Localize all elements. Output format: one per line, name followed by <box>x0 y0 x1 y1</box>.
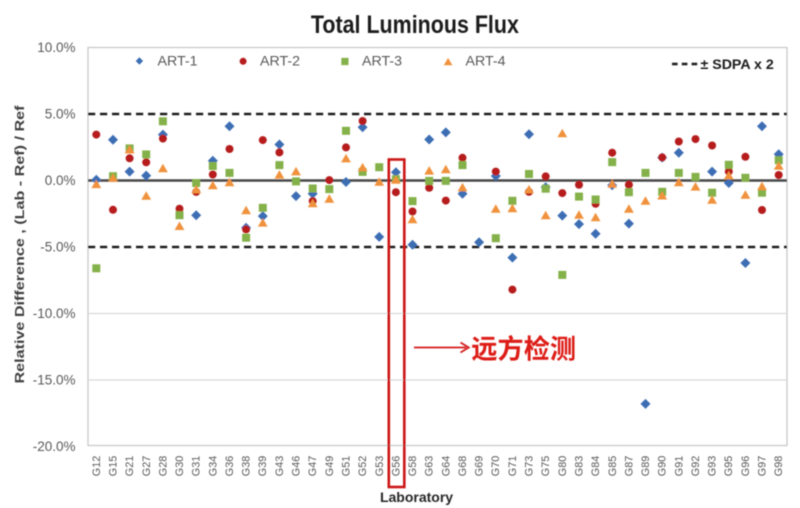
svg-text:G68: G68 <box>457 456 469 476</box>
svg-text:0.0%: 0.0% <box>45 173 76 188</box>
svg-text:G43: G43 <box>274 456 286 476</box>
svg-text:G56: G56 <box>390 456 402 476</box>
svg-text:G64: G64 <box>440 456 452 476</box>
svg-text:G80: G80 <box>557 456 569 476</box>
svg-text:G27: G27 <box>141 456 153 476</box>
svg-text:ART-1: ART-1 <box>158 54 198 69</box>
svg-text:G31: G31 <box>191 456 203 476</box>
svg-text:G69: G69 <box>474 456 486 476</box>
svg-text:G51: G51 <box>341 456 353 476</box>
svg-text:G49: G49 <box>324 456 336 476</box>
svg-text:G63: G63 <box>424 456 436 476</box>
svg-text:G58: G58 <box>407 456 419 476</box>
svg-text:G12: G12 <box>91 456 103 476</box>
svg-text:G39: G39 <box>257 456 269 476</box>
svg-text:G52: G52 <box>357 456 369 476</box>
svg-text:ART-4: ART-4 <box>466 54 507 69</box>
svg-text:G84: G84 <box>590 456 602 476</box>
svg-text:-20.0%: -20.0% <box>33 439 76 454</box>
svg-text:G15: G15 <box>108 456 120 476</box>
svg-text:5.0%: 5.0% <box>45 107 76 122</box>
svg-text:G90: G90 <box>657 456 669 476</box>
svg-text:-15.0%: -15.0% <box>33 373 76 388</box>
svg-text:G85: G85 <box>607 456 619 476</box>
svg-text:10.0%: 10.0% <box>37 40 75 55</box>
svg-text:G53: G53 <box>374 456 386 476</box>
svg-text:G70: G70 <box>490 456 502 476</box>
svg-text:G87: G87 <box>623 456 635 476</box>
svg-text:G93: G93 <box>707 456 719 476</box>
svg-text:G97: G97 <box>757 456 769 476</box>
svg-text:G73: G73 <box>524 456 536 476</box>
svg-text:G21: G21 <box>124 456 136 476</box>
svg-text:ART-3: ART-3 <box>362 54 402 69</box>
svg-text:G96: G96 <box>740 456 752 476</box>
svg-text:G95: G95 <box>723 456 735 476</box>
svg-text:Relative Difference , (Lab - R: Relative Difference , (Lab - Ref) / Ref <box>13 104 27 383</box>
svg-text:G36: G36 <box>224 456 236 476</box>
svg-text:G46: G46 <box>291 456 303 476</box>
svg-text:± SDPA x 2: ± SDPA x 2 <box>701 57 774 73</box>
svg-text:G28: G28 <box>157 456 169 476</box>
svg-text:Laboratory: Laboratory <box>380 489 453 505</box>
svg-text:G91: G91 <box>673 456 685 476</box>
svg-text:G38: G38 <box>241 456 253 476</box>
svg-text:G89: G89 <box>640 456 652 476</box>
svg-text:G34: G34 <box>207 456 219 476</box>
svg-text:Total Luminous Flux: Total Luminous Flux <box>311 11 519 39</box>
svg-text:G75: G75 <box>540 456 552 476</box>
svg-text:G71: G71 <box>507 456 519 476</box>
svg-text:ART-2: ART-2 <box>260 54 300 69</box>
svg-text:-10.0%: -10.0% <box>33 306 76 321</box>
svg-text:G47: G47 <box>307 456 319 476</box>
svg-text:G30: G30 <box>174 456 186 476</box>
svg-text:-5.0%: -5.0% <box>40 240 75 255</box>
svg-text:G83: G83 <box>574 456 586 476</box>
svg-text:G92: G92 <box>690 456 702 476</box>
svg-text:G98: G98 <box>773 456 785 476</box>
